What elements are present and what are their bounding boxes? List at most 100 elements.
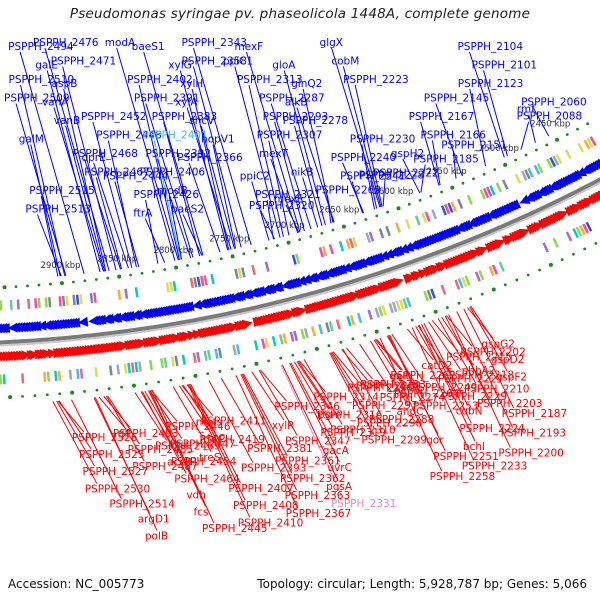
gene-label[interactable]: PSPPH_2241 [340, 171, 406, 183]
gene-label[interactable]: PSPPH_2060 [521, 97, 587, 109]
gene-label[interactable]: PSPPH_2347 [285, 435, 351, 447]
gene-label[interactable]: PSPPH_2408 [233, 500, 299, 512]
gene-label[interactable]: mexT [259, 148, 289, 160]
gene-label[interactable]: bchl [463, 441, 485, 453]
gene-label[interactable]: PSPPH_2185 [413, 154, 479, 166]
gene-label[interactable]: PSPPH_2288 [369, 414, 435, 426]
gene-label[interactable]: PSPPH_2381 [247, 443, 313, 455]
gene-label[interactable]: PSPPH_2316 [317, 409, 383, 421]
gene-label[interactable]: PSPPH_2447 [170, 438, 236, 450]
gene-label[interactable]: PSPPH_2228 [359, 170, 425, 182]
gene-label[interactable]: PSPPH_2469 [155, 441, 221, 453]
gene-label[interactable]: modA [105, 37, 136, 49]
gene-label[interactable]: PSPPH_2203 [477, 398, 543, 410]
gene-label[interactable]: PSPPH_2530 [85, 483, 151, 495]
gene-label[interactable]: PSPPH_2391 [134, 93, 200, 105]
gene-label[interactable]: PSPPH_2264 [394, 388, 460, 400]
gene-label[interactable]: polB [145, 530, 168, 542]
gene-label[interactable]: galE [35, 60, 58, 72]
gene-label[interactable]: PSPPH_2494 [8, 41, 74, 53]
gene-label[interactable]: ftrA [133, 208, 153, 220]
gene-label[interactable]: PSPPH_2293 [263, 111, 329, 123]
gene-label[interactable]: PSPPH_2362 [280, 473, 346, 485]
gene-label[interactable]: ppiC1 [223, 56, 253, 68]
gene-label[interactable]: PSPPH_2230 [350, 134, 416, 146]
gene-label[interactable]: accB1 [167, 457, 199, 469]
gene-label[interactable]: cobM [331, 56, 359, 68]
gene-label[interactable]: PSPPH_2253 [413, 401, 479, 413]
gene-label[interactable]: PSPPH_2215 [446, 351, 512, 363]
gene-label[interactable]: gspD2 [491, 354, 525, 366]
gene-label[interactable]: baeS2 [171, 204, 204, 216]
gene-label[interactable]: PSPPH_2513 [25, 204, 91, 216]
gene-label[interactable]: PSPPH_2509 [4, 93, 70, 105]
gene-label[interactable]: PSPPH_2233 [462, 460, 528, 472]
gene-label[interactable]: PSPPH_2514 [109, 499, 175, 511]
gene-label[interactable]: PSPPH_2123 [458, 78, 524, 90]
gene-label[interactable]: gacA [323, 445, 350, 457]
gene-label[interactable]: ppiC2 [240, 171, 270, 183]
gene-label[interactable]: vanB [54, 115, 81, 127]
gene-label[interactable]: PSPPH_2487 [132, 461, 198, 473]
gene-label[interactable]: PSPPH_2258 [430, 471, 496, 483]
gene-label[interactable]: hopV1 [201, 134, 235, 146]
gene-label[interactable]: xylH [180, 78, 203, 90]
gene-label[interactable]: alkB [285, 97, 308, 109]
gene-label[interactable]: mexE [274, 194, 303, 206]
gene-label[interactable]: PSPPH_2224 [459, 423, 525, 435]
gene-label[interactable]: gspF2 [496, 372, 528, 384]
gene-label[interactable]: aspB [52, 78, 78, 90]
gene-label[interactable]: galM [19, 134, 44, 146]
gene-label[interactable]: treS [199, 452, 221, 464]
gene-label[interactable]: PSPPH_2222 [373, 167, 439, 179]
gene-label[interactable]: PSPPH_2406 [140, 167, 206, 179]
gene-label[interactable]: mexF [234, 41, 263, 53]
gene-label[interactable]: PSPPH_2202 [460, 346, 526, 358]
gene-label[interactable]: PSPPH_2454 [171, 456, 237, 468]
gene-label[interactable]: PSPPH_2392 [145, 148, 211, 160]
gene-label[interactable]: PSPPH_2278 [283, 115, 349, 127]
gene-label[interactable]: PSPPH_2401 [142, 130, 208, 142]
gene-label[interactable]: gor [426, 434, 444, 446]
gene-label[interactable]: PSPPH_2227 [438, 373, 504, 385]
gene-label[interactable]: PSPPH_2187 [502, 408, 568, 420]
gene-label[interactable]: PSPPH_2313 [237, 74, 303, 86]
gene-label[interactable]: mets [196, 416, 222, 428]
gene-label[interactable]: PSPPH_2367 [286, 508, 352, 520]
gene-label[interactable]: PSPPH_2210 [464, 383, 530, 395]
gene-label[interactable]: PSPPH_2361 [275, 456, 341, 468]
gene-label[interactable]: PSPPH_2410 [238, 517, 304, 529]
gene-label[interactable]: PSPPH_2101 [472, 60, 538, 72]
gene-label[interactable]: PSPPH_2426 [134, 189, 200, 201]
gene-label[interactable]: PSPPH_2393 [241, 463, 307, 475]
gene-label[interactable]: xylR [272, 420, 295, 432]
gene-label[interactable]: xylA [175, 97, 198, 109]
gene-label[interactable]: fcs [194, 506, 209, 518]
gene-label[interactable]: PSPPH_2319 [320, 427, 386, 439]
gene-label[interactable]: PSPPH_2298 [357, 417, 423, 429]
gene-label[interactable]: PSPPH_2240 [331, 152, 397, 164]
gene-label[interactable]: PSPPH_2299 [361, 435, 427, 447]
gene-label[interactable]: catD2 [421, 360, 452, 372]
gene-label[interactable]: PSPPH_2249 [412, 382, 478, 394]
gene-label[interactable]: PSPPH_2485 [128, 444, 194, 456]
gene-label[interactable]: PSPPH_2411 [201, 416, 267, 428]
gene-label[interactable]: PSPPH_2527 [83, 466, 149, 478]
gene-label[interactable]: PSPPH_2445 [202, 523, 268, 535]
gene-label[interactable]: shcV [189, 115, 215, 127]
gene-label[interactable]: cobN [456, 405, 483, 417]
gene-label[interactable]: xylG [168, 60, 191, 72]
gene-label[interactable]: glgX [320, 37, 343, 49]
gene-label[interactable]: PSPPH_2296 [347, 383, 413, 395]
gene-label[interactable]: uvrC [327, 462, 352, 474]
gene-label[interactable]: PSPPH_2262 [390, 370, 456, 382]
gene-label[interactable]: PSPPH_2200 [498, 448, 564, 460]
gene-label[interactable]: PSPPH_2515 [29, 185, 95, 197]
gene-label[interactable]: PSPPH_2145 [424, 93, 490, 105]
gene-label[interactable]: vdh [186, 490, 206, 502]
gene-label[interactable]: PSPPH_2448 [96, 130, 162, 142]
gene-label[interactable]: PSPPH_2471 [51, 56, 117, 68]
gene-label[interactable]: PSPPH_2274 [380, 392, 446, 404]
gene-label[interactable]: gspH2 [391, 148, 424, 160]
gene-label[interactable]: PSPPH_2526 [72, 432, 138, 444]
